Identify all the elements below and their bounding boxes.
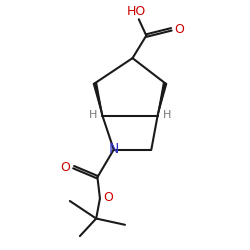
Text: O: O — [61, 161, 70, 174]
Text: HO: HO — [127, 4, 146, 18]
Polygon shape — [158, 83, 167, 116]
Text: O: O — [174, 23, 184, 36]
Text: N: N — [108, 142, 119, 156]
Text: O: O — [104, 192, 114, 204]
Text: H: H — [163, 110, 172, 120]
Text: H: H — [88, 110, 97, 120]
Polygon shape — [93, 83, 102, 116]
